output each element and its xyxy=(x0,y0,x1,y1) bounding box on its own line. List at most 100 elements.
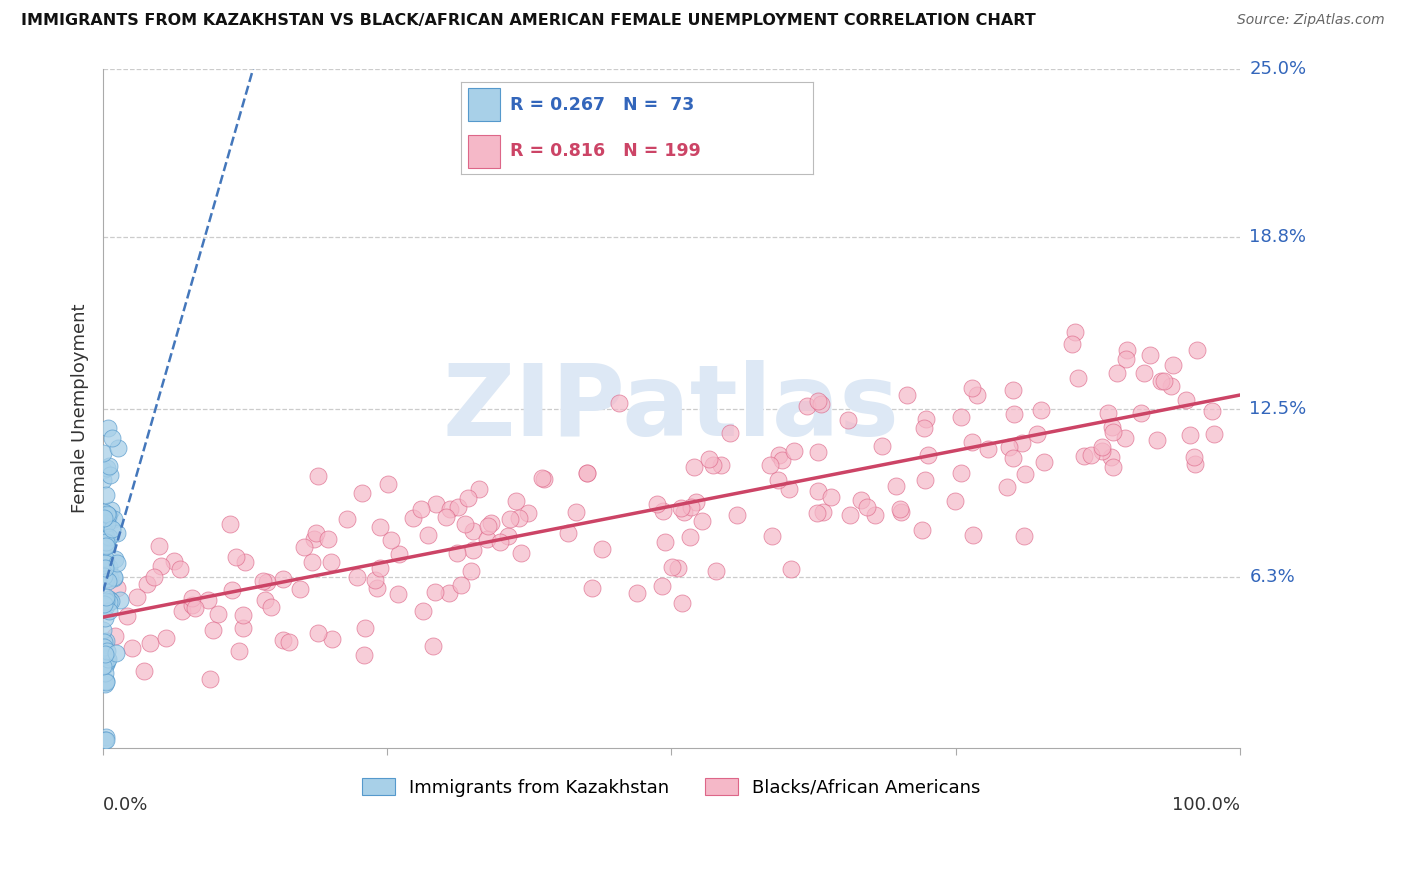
Point xyxy=(1025,427,1047,442)
Point xyxy=(197,592,219,607)
Point xyxy=(96,731,118,745)
Point xyxy=(666,561,689,575)
Point xyxy=(93,474,115,488)
Point xyxy=(1011,436,1033,450)
Point xyxy=(103,512,125,526)
Point xyxy=(912,421,935,435)
Point xyxy=(94,733,117,747)
Point xyxy=(1067,371,1090,385)
Point xyxy=(917,448,939,462)
Point xyxy=(96,654,118,668)
Point xyxy=(505,493,527,508)
Point xyxy=(163,554,186,568)
Point xyxy=(863,508,886,523)
Point xyxy=(1129,406,1152,420)
Point xyxy=(307,625,329,640)
Point xyxy=(96,488,118,502)
Point xyxy=(914,412,936,426)
Point xyxy=(110,593,132,607)
Point xyxy=(100,522,122,536)
Point xyxy=(806,506,828,520)
Point xyxy=(225,549,247,564)
Point xyxy=(533,472,555,486)
Point xyxy=(93,569,115,583)
Point xyxy=(1182,450,1205,464)
Point xyxy=(380,533,402,548)
Point xyxy=(1002,384,1025,398)
Point xyxy=(93,640,115,654)
Point xyxy=(1105,366,1128,380)
Point xyxy=(1029,402,1052,417)
Point xyxy=(292,540,315,554)
Text: 100.0%: 100.0% xyxy=(1171,796,1240,814)
Point xyxy=(93,553,115,567)
Point xyxy=(321,632,343,646)
Point xyxy=(94,594,117,608)
Point xyxy=(307,469,329,483)
Point xyxy=(98,571,121,585)
Point xyxy=(97,458,120,473)
Point xyxy=(654,535,676,549)
Point xyxy=(316,533,339,547)
Point xyxy=(565,505,588,519)
Point xyxy=(671,596,693,610)
Point xyxy=(103,570,125,584)
Point xyxy=(1014,467,1036,481)
Point xyxy=(273,572,295,586)
Point xyxy=(1175,392,1198,407)
Point xyxy=(98,560,121,574)
Point xyxy=(423,584,446,599)
Point xyxy=(949,467,972,481)
Point xyxy=(93,463,115,477)
Point xyxy=(409,502,432,516)
Point xyxy=(683,460,706,475)
Point xyxy=(97,605,120,619)
Point xyxy=(221,583,243,598)
Point xyxy=(155,631,177,645)
Point xyxy=(93,666,115,681)
Point xyxy=(97,421,120,435)
Point xyxy=(93,677,115,691)
Point xyxy=(591,541,613,556)
Point xyxy=(132,664,155,678)
Point xyxy=(335,511,357,525)
Point xyxy=(100,594,122,608)
Point xyxy=(96,534,118,549)
Point xyxy=(761,529,783,543)
Point xyxy=(96,535,118,549)
Point xyxy=(1002,407,1025,421)
Point xyxy=(856,500,879,514)
Point xyxy=(950,409,973,424)
Point xyxy=(678,530,700,544)
Point xyxy=(416,528,439,542)
Text: 18.8%: 18.8% xyxy=(1250,228,1306,246)
Point xyxy=(439,501,461,516)
Point xyxy=(645,497,668,511)
Point xyxy=(1161,358,1184,372)
Point xyxy=(872,439,894,453)
Point xyxy=(97,508,120,523)
Point xyxy=(499,512,522,526)
Point xyxy=(93,524,115,538)
Point xyxy=(94,674,117,689)
Point xyxy=(1178,428,1201,442)
Point xyxy=(626,586,648,600)
Point xyxy=(94,590,117,604)
Point xyxy=(1062,337,1084,351)
Point xyxy=(780,562,803,576)
Point xyxy=(94,657,117,671)
Point xyxy=(496,529,519,543)
Point xyxy=(997,440,1019,454)
Point xyxy=(366,581,388,595)
Point xyxy=(253,593,276,607)
Point xyxy=(273,632,295,647)
Point xyxy=(673,505,696,519)
Point xyxy=(91,659,114,673)
Point xyxy=(1073,449,1095,463)
Point xyxy=(652,503,675,517)
Point xyxy=(305,526,328,541)
Text: 25.0%: 25.0% xyxy=(1250,60,1306,78)
Point xyxy=(914,473,936,487)
Point xyxy=(104,552,127,566)
Point xyxy=(422,639,444,653)
